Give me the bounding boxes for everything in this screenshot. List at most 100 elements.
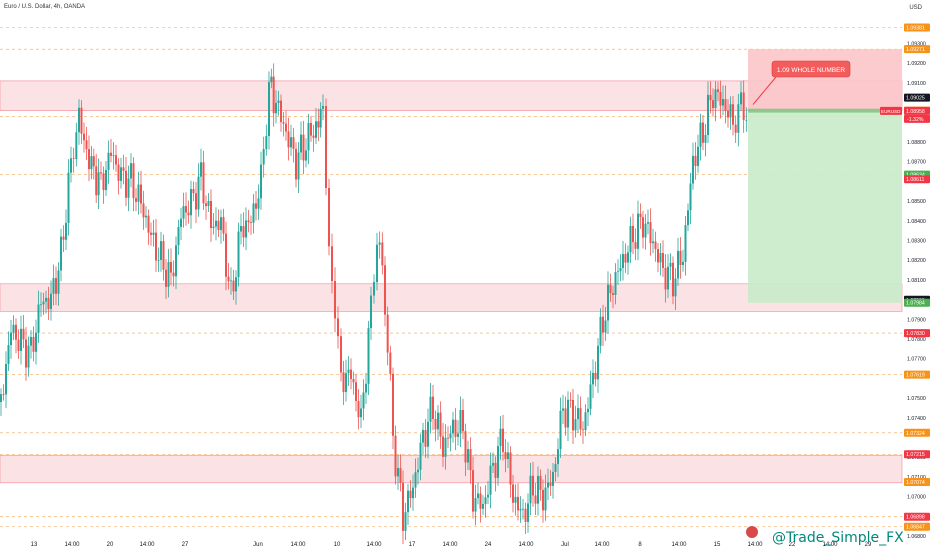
- candle-body: [522, 508, 524, 510]
- candle-body: [642, 217, 644, 238]
- candle-body: [322, 106, 324, 109]
- candle-body: [734, 124, 737, 133]
- candle-body: [557, 449, 559, 465]
- time-tick-0: 13: [31, 542, 38, 548]
- candle-body: [120, 167, 122, 181]
- candle-body: [639, 213, 642, 218]
- us-flag-icon: [745, 525, 759, 539]
- candle-body: [647, 222, 649, 224]
- candle-body: [370, 295, 372, 329]
- time-tick-15: 8: [638, 542, 642, 548]
- candle-body: [682, 261, 684, 266]
- candle-body: [242, 226, 245, 238]
- candle-body: [237, 231, 240, 278]
- candle-body: [30, 336, 32, 346]
- candle-body: [20, 328, 22, 352]
- candle-body: [337, 318, 339, 337]
- candle-body: [627, 252, 629, 263]
- candle-body: [357, 400, 360, 418]
- candle-body: [376, 244, 378, 283]
- time-tick-14: 14:00: [594, 542, 610, 548]
- candle-body: [207, 201, 210, 206]
- candle-body: [235, 277, 237, 292]
- candle-body: [697, 146, 699, 167]
- price-label-15: 1.06847: [906, 525, 925, 531]
- candle-body: [452, 419, 454, 434]
- candle-body: [657, 248, 659, 263]
- candle-body: [687, 210, 689, 226]
- candle-body: [517, 496, 519, 511]
- price-label-2: 1.09025: [906, 96, 925, 102]
- candle-body: [275, 102, 277, 114]
- annotation-layer[interactable]: 1.09 WHOLE NUMBER: [752, 60, 851, 105]
- price-label-4: 1.08958: [906, 109, 925, 115]
- annotation-pointer: [752, 76, 777, 105]
- candle-body: [5, 364, 7, 395]
- annotation-box: [771, 60, 851, 78]
- candle-body: [302, 134, 305, 161]
- candle-body: [604, 320, 607, 333]
- time-tick-12: 14:00: [518, 542, 534, 548]
- candle-body: [32, 336, 35, 352]
- candle-body: [632, 225, 634, 243]
- price-label-bg-13: [904, 478, 930, 487]
- candle-body: [699, 122, 702, 147]
- candle-body: [444, 437, 447, 457]
- time-tick-1: 14:00: [64, 542, 80, 548]
- position-tool[interactable]: [748, 49, 902, 303]
- time-tick-21: 29: [865, 542, 872, 548]
- candle-body: [62, 236, 65, 240]
- candle-body: [342, 372, 345, 392]
- candle-body: [162, 241, 165, 270]
- candle-body: [574, 419, 577, 431]
- candle-body: [659, 253, 662, 263]
- candle-body: [175, 245, 177, 277]
- candle-body: [260, 164, 262, 199]
- candle-body: [740, 92, 742, 105]
- candle-body: [679, 250, 682, 266]
- candle-body: [729, 104, 732, 118]
- candle-body: [667, 266, 669, 290]
- candle-body: [529, 475, 532, 504]
- candle-body: [297, 152, 300, 180]
- candle-body: [552, 471, 554, 486]
- candle-body: [215, 220, 217, 227]
- candle-body: [514, 496, 517, 503]
- time-axis[interactable]: 13 14:00 20 14:00 27 Jun 14:00 10 14:00 17 14:00 24…: [31, 542, 872, 548]
- candle-body: [409, 490, 412, 499]
- candle-body: [180, 218, 182, 227]
- candle-body: [664, 267, 667, 290]
- price-label-bg-6: [904, 175, 930, 184]
- price-tick-18: 1.06800: [907, 534, 926, 540]
- candle-body: [150, 232, 152, 235]
- candle-body: [334, 281, 336, 319]
- candle-body: [589, 384, 592, 409]
- candle-body: [47, 297, 50, 309]
- candle-body: [80, 107, 83, 134]
- price-label-bg-11: [904, 428, 930, 437]
- time-tick-9: 17: [409, 542, 416, 548]
- candle-body: [190, 189, 192, 216]
- candle-body: [577, 408, 579, 420]
- candle-body: [305, 150, 307, 161]
- price-label-0: 1.09381: [906, 26, 925, 32]
- price-axis[interactable]: 1.09300 1.09200 1.09100 1.08800 1.08700 1.085…: [880, 23, 930, 540]
- candle-body: [230, 280, 232, 282]
- candle-body: [52, 278, 55, 294]
- candle-body: [584, 412, 587, 431]
- candle-body: [300, 134, 302, 153]
- candle-body: [157, 259, 160, 261]
- candle-body: [497, 446, 499, 478]
- candle-body: [100, 172, 102, 174]
- candle-body: [717, 89, 719, 92]
- candle-body: [479, 493, 482, 509]
- candle-body: [592, 372, 594, 385]
- candle-body: [634, 242, 637, 249]
- candle-body: [268, 82, 270, 137]
- candle-body: [547, 482, 549, 488]
- price-tick-11: 1.07800: [907, 337, 926, 343]
- time-tick-8: 14:00: [366, 542, 382, 548]
- candle-body: [727, 110, 729, 118]
- candle-body: [432, 396, 434, 420]
